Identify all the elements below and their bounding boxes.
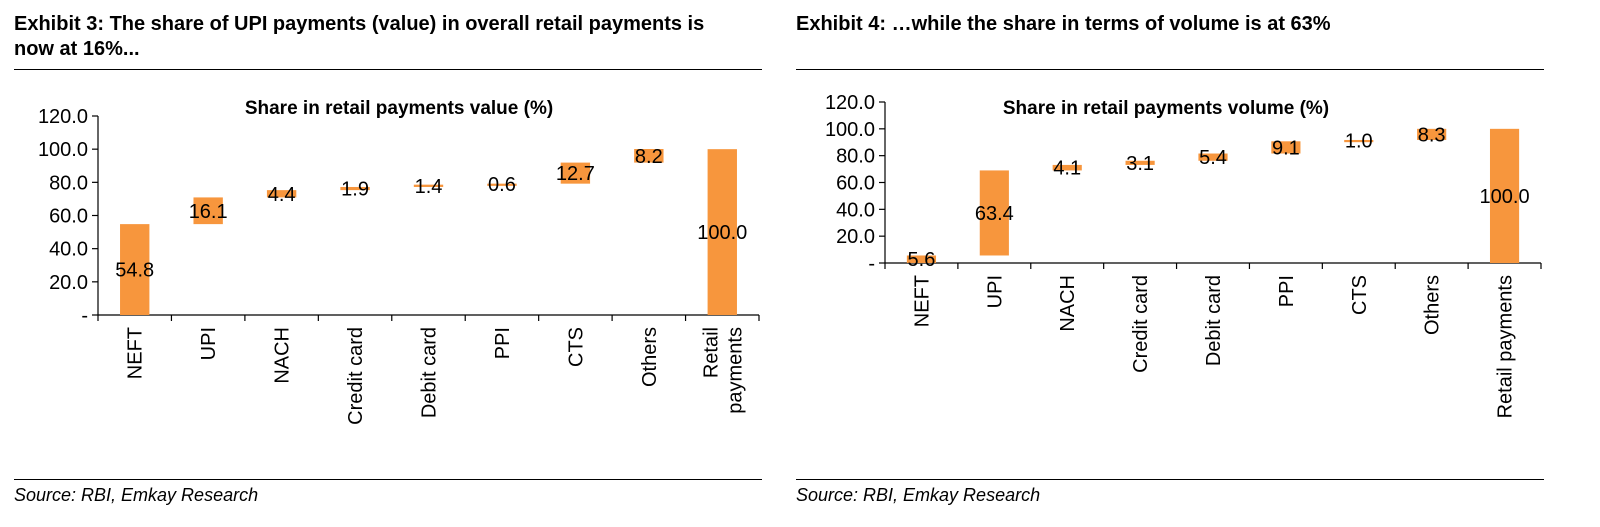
data-label: 12.7: [556, 163, 595, 185]
bar-8: [707, 149, 737, 315]
bar-1: [979, 170, 1009, 256]
bar-1: [193, 197, 223, 225]
y-tick-label: 100.0: [38, 139, 88, 161]
data-label: 8.2: [635, 146, 663, 168]
y-tick-label: 20.0: [836, 226, 875, 248]
y-tick-label: 40.0: [836, 199, 875, 221]
bar-0: [906, 255, 937, 263]
exhibit-title: Exhibit 3: The share of UPI payments (va…: [14, 13, 705, 60]
x-category-label: PPI: [492, 327, 514, 359]
data-label: 100.0: [1480, 186, 1530, 208]
top-divider: [14, 69, 762, 70]
y-tick-label: 80.0: [836, 146, 875, 168]
data-label: 4.1: [1053, 158, 1081, 180]
y-tick-label: 120.0: [825, 92, 875, 114]
x-category-label: Debit card: [1203, 275, 1225, 366]
x-category-label: Others: [1422, 275, 1444, 335]
data-label: 54.8: [115, 260, 154, 282]
y-tick-label: -: [868, 253, 875, 275]
data-label: 3.1: [1126, 153, 1154, 175]
data-label: 8.3: [1418, 124, 1446, 146]
bar-2: [266, 190, 297, 198]
x-category-label: CTS: [1349, 275, 1371, 315]
source-note: Source: RBI, Emkay Research: [796, 485, 1041, 505]
bar-3: [340, 186, 370, 191]
x-category-label: Debit card: [419, 327, 441, 418]
bar-5: [487, 183, 517, 186]
x-category-label: Retail payments: [1495, 275, 1517, 418]
data-label: 16.1: [189, 201, 228, 223]
x-category-label: PPI: [1276, 275, 1298, 307]
x-category-label: NACH: [272, 327, 294, 384]
data-label: 4.4: [268, 184, 296, 206]
bar-5: [1271, 141, 1301, 154]
bar-7: [634, 149, 664, 163]
y-tick-label: 40.0: [49, 239, 88, 261]
bar-7: [1417, 128, 1447, 140]
x-category-label: UPI: [198, 327, 220, 360]
y-tick-label: 100.0: [825, 119, 875, 141]
exhibit-title: Exhibit 4: …while the share in terms of …: [796, 13, 1331, 35]
y-tick-label: 80.0: [49, 172, 88, 194]
bar-3: [1125, 160, 1155, 165]
x-category-label: Others: [639, 327, 661, 387]
y-tick-label: 120.0: [38, 106, 88, 128]
bar-6: [1344, 139, 1374, 143]
exhibit-3-panel: Exhibit 3: The share of UPI payments (va…: [14, 0, 762, 527]
data-label: 9.1: [1272, 137, 1300, 159]
x-category-label: CTS: [565, 327, 587, 367]
x-category-label: Credit card: [345, 327, 367, 425]
data-label: 5.4: [1199, 147, 1227, 169]
chart-title: Share in retail payments volume (%): [1003, 98, 1329, 119]
y-tick-label: 20.0: [49, 272, 88, 294]
data-label: 0.6: [488, 174, 516, 196]
x-category-label: NEFT: [911, 275, 933, 327]
bar-2: [1052, 164, 1082, 171]
y-tick-label: 60.0: [836, 173, 875, 195]
x-category-label: NACH: [1057, 275, 1079, 332]
data-label: 1.4: [415, 176, 443, 198]
data-label: 1.0: [1345, 131, 1373, 153]
data-label: 5.6: [908, 249, 936, 271]
source-note: Source: RBI, Emkay Research: [14, 485, 259, 505]
bottom-divider: [796, 479, 1544, 480]
top-divider: [796, 69, 1544, 70]
bar-4: [1198, 153, 1228, 161]
data-label: 100.0: [697, 222, 747, 244]
x-category-label: NEFT: [125, 327, 147, 379]
value-share-chart: Share in retail payments value (%) - 20.0 4…: [38, 98, 760, 425]
y-tick-label: -: [81, 305, 88, 327]
bottom-divider: [14, 479, 762, 480]
bar-6: [560, 162, 591, 184]
exhibit-4-panel: Exhibit 4: …while the share in terms of …: [796, 0, 1544, 527]
bar-8: [1489, 128, 1520, 263]
data-label: 1.9: [341, 179, 369, 201]
bar-0: [120, 224, 150, 315]
x-category-label: UPI: [984, 275, 1006, 308]
x-category-label: Credit card: [1130, 275, 1152, 373]
y-tick-label: 60.0: [49, 206, 88, 228]
x-category-label: Retail payments: [700, 327, 746, 414]
chart-title: Share in retail payments value (%): [245, 98, 553, 119]
volume-share-chart: Share in retail payments volume (%) - 20.0…: [825, 92, 1542, 418]
data-label: 63.4: [975, 203, 1014, 225]
bar-4: [413, 184, 444, 187]
